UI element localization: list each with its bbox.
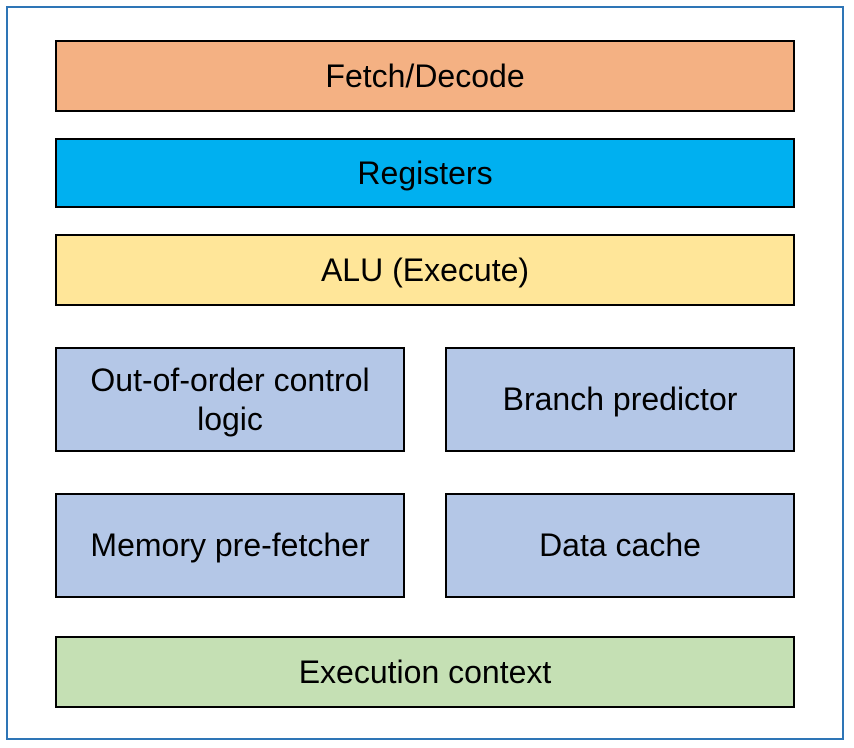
cpu-block-diagram: Fetch/Decode Registers ALU (Execute) Out-of… <box>0 0 854 748</box>
block-label: Branch predictor <box>503 380 738 418</box>
block-label: Data cache <box>539 526 701 564</box>
block-data-cache: Data cache <box>445 493 795 598</box>
block-label: ALU (Execute) <box>321 251 529 289</box>
block-label: Fetch/Decode <box>325 57 524 95</box>
block-label: Out-of-order control logic <box>57 361 403 438</box>
block-ooo-control: Out-of-order control logic <box>55 347 405 452</box>
block-memory-prefetcher: Memory pre-fetcher <box>55 493 405 598</box>
block-branch-predictor: Branch predictor <box>445 347 795 452</box>
block-label: Execution context <box>299 653 552 691</box>
block-execution-context: Execution context <box>55 636 795 708</box>
block-label: Registers <box>357 154 492 192</box>
block-label: Memory pre-fetcher <box>90 526 369 564</box>
block-fetch-decode: Fetch/Decode <box>55 40 795 112</box>
block-registers: Registers <box>55 138 795 208</box>
block-alu-execute: ALU (Execute) <box>55 234 795 306</box>
